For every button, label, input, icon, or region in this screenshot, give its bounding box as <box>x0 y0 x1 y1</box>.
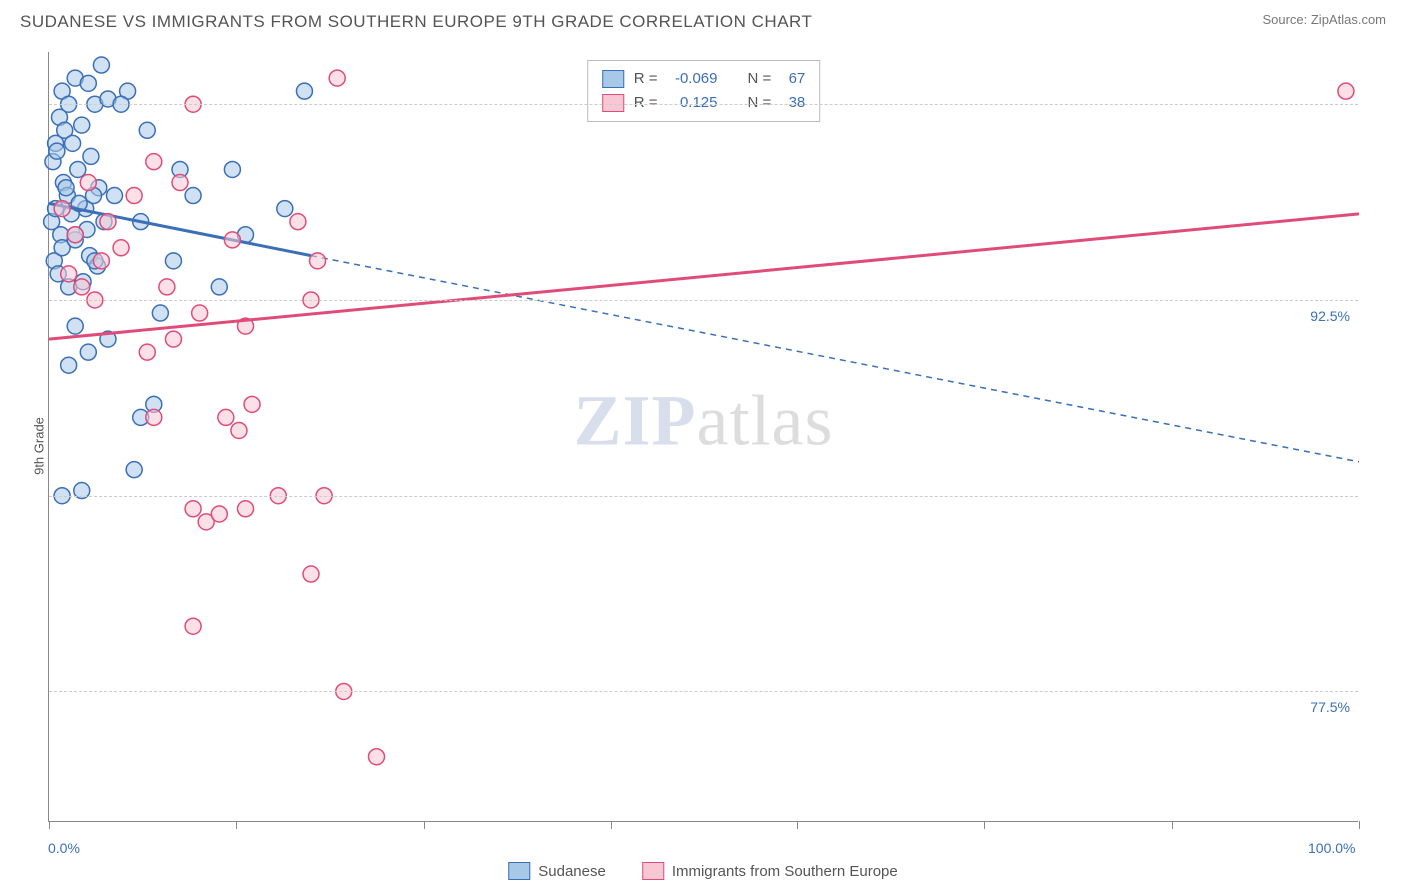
header: SUDANESE VS IMMIGRANTS FROM SOUTHERN EUR… <box>0 0 1406 32</box>
y-axis-label: 9th Grade <box>31 417 46 475</box>
scatter-point <box>277 201 293 217</box>
scatter-point <box>65 135 81 151</box>
x-tick <box>236 821 237 829</box>
x-tick <box>797 821 798 829</box>
scatter-point <box>211 279 227 295</box>
stats-legend: R = -0.069 N = 67 R = 0.125 N = 38 <box>587 60 821 122</box>
plot-area: ZIPatlas R = -0.069 N = 67 R = 0.125 N =… <box>48 52 1358 822</box>
bottom-legend: Sudanese Immigrants from Southern Europe <box>508 862 898 880</box>
scatter-point <box>70 161 86 177</box>
chart-container: SUDANESE VS IMMIGRANTS FROM SOUTHERN EUR… <box>0 0 1406 892</box>
scatter-point <box>211 506 227 522</box>
legend-item-1: Sudanese <box>508 862 606 880</box>
scatter-point <box>100 214 116 230</box>
scatter-point <box>159 279 175 295</box>
scatter-point <box>224 161 240 177</box>
label-r: R = <box>634 67 658 91</box>
scatter-point <box>61 266 77 282</box>
scatter-point <box>296 83 312 99</box>
legend-item-2: Immigrants from Southern Europe <box>642 862 898 880</box>
scatter-point <box>172 175 188 191</box>
swatch-blue-icon <box>508 862 530 880</box>
scatter-point <box>80 175 96 191</box>
scatter-point <box>244 396 260 412</box>
scatter-point <box>231 422 247 438</box>
source-label: Source: ZipAtlas.com <box>1262 12 1386 27</box>
scatter-point <box>329 70 345 86</box>
grid-line <box>49 104 1358 105</box>
scatter-point <box>139 344 155 360</box>
legend-label-1: Sudanese <box>538 863 606 880</box>
swatch-blue-icon <box>602 70 624 88</box>
value-r-2: 0.125 <box>668 91 718 115</box>
scatter-point <box>310 253 326 269</box>
chart-title: SUDANESE VS IMMIGRANTS FROM SOUTHERN EUR… <box>20 12 812 32</box>
scatter-point <box>80 75 96 91</box>
chart-svg <box>49 52 1358 821</box>
scatter-point <box>192 305 208 321</box>
scatter-point <box>139 122 155 138</box>
scatter-point <box>165 253 181 269</box>
scatter-point <box>369 749 385 765</box>
y-tick-label: 92.5% <box>1310 308 1350 324</box>
x-tick <box>1359 821 1360 829</box>
value-r-1: -0.069 <box>668 67 718 91</box>
grid-line <box>49 691 1358 692</box>
value-n-2: 38 <box>781 91 805 115</box>
scatter-point <box>74 279 90 295</box>
x-tick <box>424 821 425 829</box>
scatter-point <box>303 566 319 582</box>
scatter-point <box>113 240 129 256</box>
scatter-point <box>290 214 306 230</box>
stats-row-2: R = 0.125 N = 38 <box>602 91 806 115</box>
scatter-point <box>107 188 123 204</box>
scatter-point <box>218 409 234 425</box>
x-tick <box>611 821 612 829</box>
scatter-point <box>185 501 201 517</box>
scatter-point <box>93 57 109 73</box>
label-n: N = <box>748 91 772 115</box>
legend-label-2: Immigrants from Southern Europe <box>672 863 898 880</box>
label-n: N = <box>748 67 772 91</box>
swatch-pink-icon <box>642 862 664 880</box>
x-tick-label: 100.0% <box>1308 840 1355 856</box>
label-r: R = <box>634 91 658 115</box>
scatter-point <box>61 357 77 373</box>
scatter-point <box>80 344 96 360</box>
x-tick-label: 0.0% <box>48 840 80 856</box>
y-tick-label: 77.5% <box>1310 699 1350 715</box>
stats-row-1: R = -0.069 N = 67 <box>602 67 806 91</box>
scatter-point <box>49 143 65 159</box>
scatter-point <box>93 253 109 269</box>
x-tick <box>49 821 50 829</box>
scatter-point <box>67 318 83 334</box>
grid-line <box>49 496 1358 497</box>
scatter-point <box>185 188 201 204</box>
scatter-point <box>238 501 254 517</box>
scatter-point <box>185 618 201 634</box>
scatter-point <box>152 305 168 321</box>
regression-line-dashed <box>311 256 1359 462</box>
x-tick <box>1172 821 1173 829</box>
scatter-point <box>83 148 99 164</box>
value-n-1: 67 <box>781 67 805 91</box>
scatter-point <box>126 188 142 204</box>
scatter-point <box>54 201 70 217</box>
scatter-point <box>224 232 240 248</box>
scatter-point <box>146 154 162 170</box>
scatter-point <box>58 180 74 196</box>
scatter-point <box>67 227 83 243</box>
swatch-pink-icon <box>602 94 624 112</box>
scatter-point <box>1338 83 1354 99</box>
scatter-point <box>126 462 142 478</box>
scatter-point <box>146 409 162 425</box>
scatter-point <box>165 331 181 347</box>
grid-line <box>49 300 1358 301</box>
x-tick <box>984 821 985 829</box>
scatter-point <box>74 117 90 133</box>
